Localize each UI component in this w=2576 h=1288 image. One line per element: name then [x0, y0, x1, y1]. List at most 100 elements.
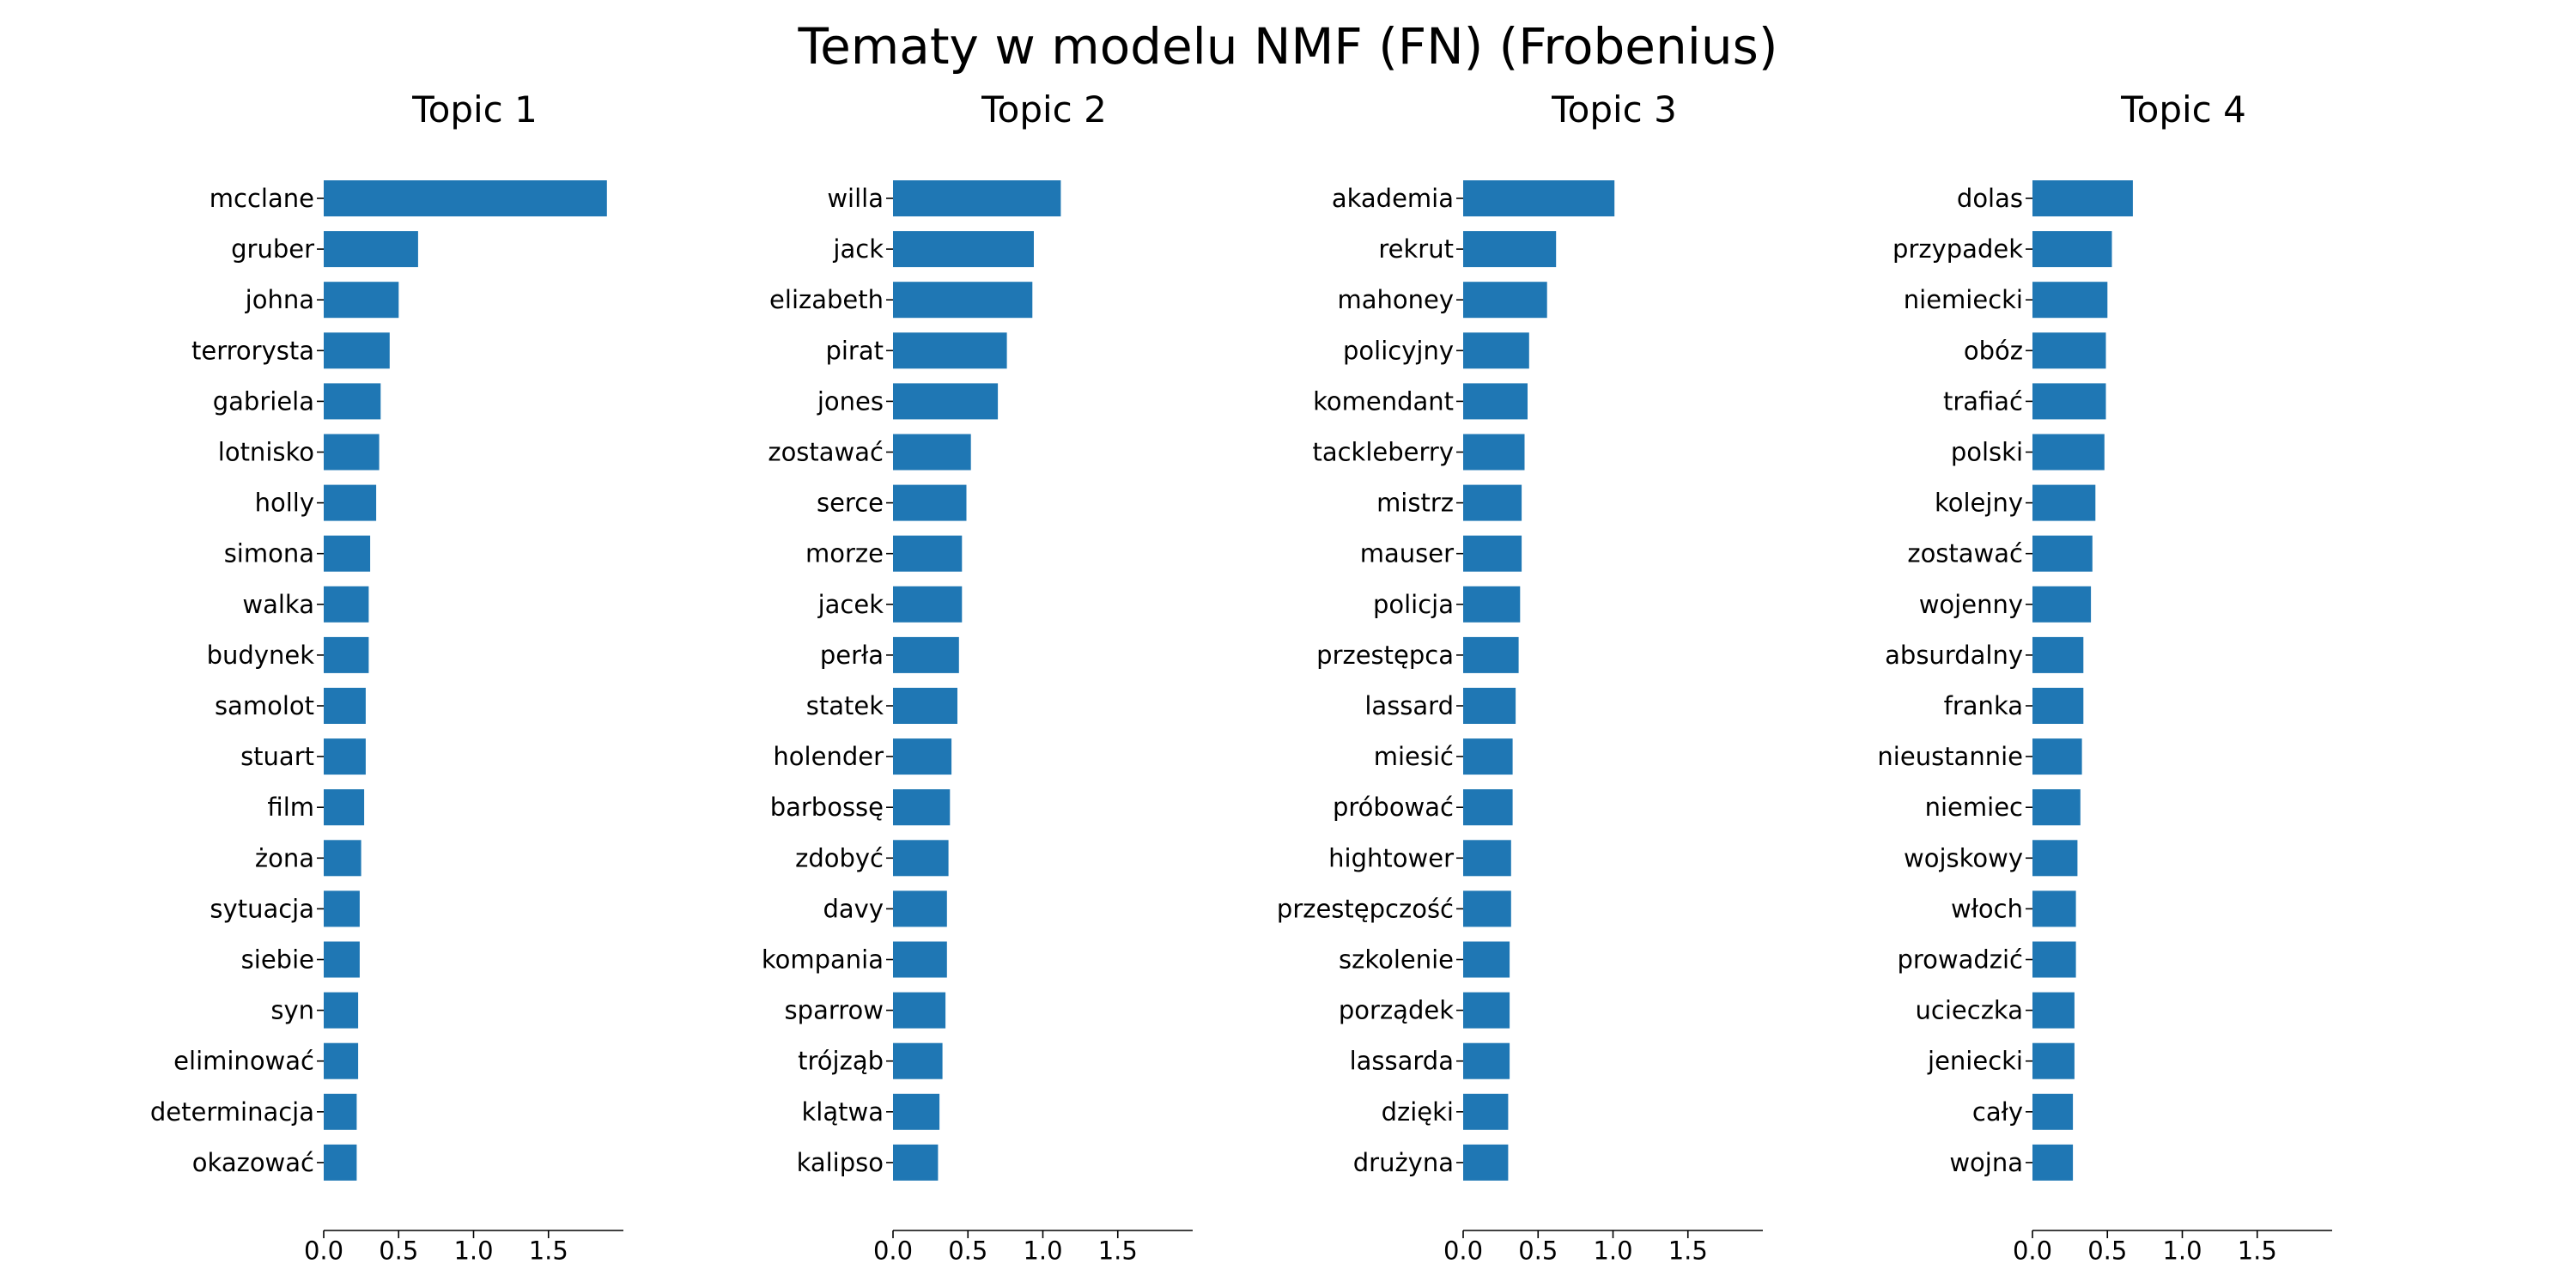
bar-topic-2-18: [893, 1042, 943, 1079]
category-label-topic-4-13: niemiec: [1925, 793, 2023, 822]
category-label-topic-3-8: mauser: [1360, 539, 1454, 568]
category-label-topic-1-9: walka: [242, 590, 314, 619]
bar-topic-4-16: [2032, 941, 2076, 978]
category-label-topic-3-20: drużyna: [1353, 1148, 1454, 1177]
bar-topic-4-4: [2032, 332, 2106, 369]
bar-topic-2-13: [893, 789, 951, 826]
xtick-label-topic-1-2: 0.5: [379, 1236, 418, 1266]
bar-topic-1-17: [324, 992, 359, 1029]
bar-topic-2-15: [893, 890, 947, 927]
bar-topic-3-17: [1463, 992, 1510, 1029]
bar-topic-2-12: [893, 738, 952, 775]
figure-title: Tematy w modelu NMF (FN) (Frobenius): [798, 17, 1778, 76]
bar-topic-1-20: [324, 1144, 357, 1181]
bar-topic-4-6: [2032, 434, 2105, 471]
category-label-topic-4-1: dolas: [1957, 184, 2023, 213]
category-label-topic-1-11: samolot: [215, 691, 314, 720]
category-label-topic-3-12: miesić: [1374, 742, 1454, 771]
category-label-topic-1-20: okazować: [192, 1148, 314, 1177]
panel-title-topic-2: Topic 2: [981, 88, 1107, 131]
category-label-topic-1-7: holly: [255, 489, 314, 518]
bar-topic-1-11: [324, 688, 366, 724]
category-label-topic-3-19: dzięki: [1382, 1097, 1454, 1127]
category-label-topic-4-6: polski: [1951, 438, 2023, 467]
category-label-topic-4-9: wojenny: [1919, 590, 2023, 619]
bar-topic-3-9: [1463, 586, 1521, 623]
bar-topic-2-16: [893, 941, 947, 978]
bar-topic-3-3: [1463, 282, 1547, 319]
category-label-topic-4-12: nieustannie: [1877, 742, 2023, 771]
bar-topic-3-11: [1463, 688, 1516, 724]
category-label-topic-1-8: simona: [224, 539, 314, 568]
category-label-topic-4-7: kolejny: [1935, 489, 2023, 518]
category-label-topic-2-4: pirat: [825, 336, 884, 365]
category-label-topic-4-20: wojna: [1949, 1148, 2023, 1177]
bar-topic-1-18: [324, 1042, 359, 1079]
bar-topic-1-6: [324, 434, 380, 471]
bar-topic-1-15: [324, 890, 360, 927]
bar-topic-3-16: [1463, 941, 1510, 978]
category-label-topic-4-19: cały: [1972, 1097, 2023, 1127]
bar-topic-3-4: [1463, 332, 1529, 369]
category-label-topic-2-7: serce: [817, 489, 884, 518]
category-label-topic-2-13: barbossę: [770, 793, 884, 822]
bar-topic-2-7: [893, 484, 967, 521]
bar-topic-1-13: [324, 789, 365, 826]
category-label-topic-3-1: akademia: [1332, 184, 1454, 213]
category-label-topic-2-19: klątwa: [802, 1097, 884, 1127]
bar-topic-2-14: [893, 840, 949, 877]
xtick-label-topic-3-1: 0.0: [1443, 1236, 1483, 1266]
bar-topic-1-16: [324, 941, 360, 978]
bar-topic-4-10: [2032, 636, 2084, 673]
bar-topic-2-2: [893, 231, 1034, 268]
bar-topic-3-10: [1463, 636, 1519, 673]
bar-topic-3-2: [1463, 231, 1557, 268]
category-label-topic-4-4: obóz: [1964, 336, 2023, 365]
bar-topic-3-19: [1463, 1093, 1509, 1130]
bar-topic-4-19: [2032, 1093, 2074, 1130]
bar-topic-4-9: [2032, 586, 2092, 623]
category-label-topic-2-14: zdobyć: [795, 843, 884, 872]
bar-topic-1-4: [324, 332, 390, 369]
bar-topic-4-5: [2032, 383, 2106, 420]
category-label-topic-2-12: holender: [773, 742, 884, 771]
xtick-label-topic-3-2: 0.5: [1518, 1236, 1558, 1266]
category-label-topic-2-9: jacek: [817, 590, 884, 619]
bar-topic-1-8: [324, 535, 371, 572]
category-label-topic-4-16: prowadzić: [1897, 945, 2023, 975]
bar-topic-3-15: [1463, 890, 1511, 927]
bar-topic-3-20: [1463, 1144, 1509, 1181]
panel-title-topic-4: Topic 4: [2121, 88, 2246, 131]
bar-topic-1-5: [324, 383, 381, 420]
bar-topic-3-18: [1463, 1042, 1510, 1079]
bar-topic-1-12: [324, 738, 366, 775]
category-label-topic-3-15: przestępczość: [1277, 894, 1454, 923]
bar-topic-2-17: [893, 992, 946, 1029]
category-label-topic-3-3: mahoney: [1337, 285, 1454, 314]
bar-topic-3-14: [1463, 840, 1511, 877]
bar-topic-3-13: [1463, 789, 1513, 826]
bar-topic-4-1: [2032, 180, 2133, 216]
category-label-topic-2-2: jack: [832, 234, 884, 264]
category-label-topic-2-17: sparrow: [785, 996, 884, 1025]
bar-topic-4-14: [2032, 840, 2078, 877]
bar-topic-2-3: [893, 282, 1033, 319]
category-label-topic-2-20: kalipso: [797, 1148, 884, 1177]
category-label-topic-4-17: ucieczka: [1916, 996, 2023, 1025]
category-label-topic-4-3: niemiecki: [1904, 285, 2023, 314]
xtick-label-topic-1-4: 1.5: [529, 1236, 568, 1266]
bar-topic-4-11: [2032, 688, 2084, 724]
bar-topic-2-6: [893, 434, 971, 471]
bar-topic-2-20: [893, 1144, 939, 1181]
bar-topic-1-2: [324, 231, 418, 268]
bar-topic-4-8: [2032, 535, 2093, 572]
category-label-topic-1-1: mcclane: [210, 184, 314, 213]
bar-topic-1-9: [324, 586, 369, 623]
xtick-label-topic-2-2: 0.5: [948, 1236, 987, 1266]
category-label-topic-2-11: statek: [806, 691, 884, 720]
category-label-topic-2-15: davy: [823, 894, 884, 923]
category-label-topic-1-3: johna: [245, 285, 314, 314]
category-label-topic-1-14: żona: [255, 843, 314, 872]
